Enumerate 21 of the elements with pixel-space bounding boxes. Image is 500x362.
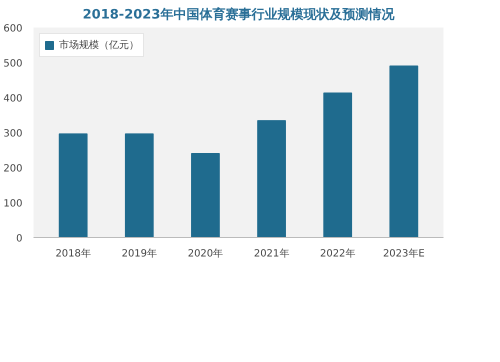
- y-tick-label: 100: [3, 198, 23, 210]
- y-tick-label: 400: [3, 94, 23, 104]
- y-tick-label: 300: [3, 128, 23, 140]
- bar: [58, 133, 88, 238]
- y-tick-label: 200: [3, 164, 23, 174]
- x-tick-label: 2022年: [320, 248, 356, 260]
- x-tick-label: 2018年: [55, 248, 91, 260]
- x-tick-label: 2021年: [254, 248, 290, 260]
- bar: [124, 133, 154, 238]
- legend-label: 市场规模（亿元）: [59, 38, 139, 52]
- y-tick-label: 600: [3, 24, 23, 34]
- bar: [323, 92, 352, 238]
- bar: [257, 120, 286, 238]
- x-tick-label: 2019年: [122, 248, 158, 260]
- bar: [191, 153, 220, 238]
- bar: [389, 66, 418, 238]
- x-tick-label: 2023年E: [382, 248, 425, 260]
- x-tick-label: 2020年: [188, 248, 224, 260]
- chart-title: 2018-2023年中国体育赛事行业规模现状及预测情况: [82, 6, 396, 22]
- y-tick-label: 0: [16, 234, 23, 244]
- y-tick-label: 500: [3, 58, 23, 70]
